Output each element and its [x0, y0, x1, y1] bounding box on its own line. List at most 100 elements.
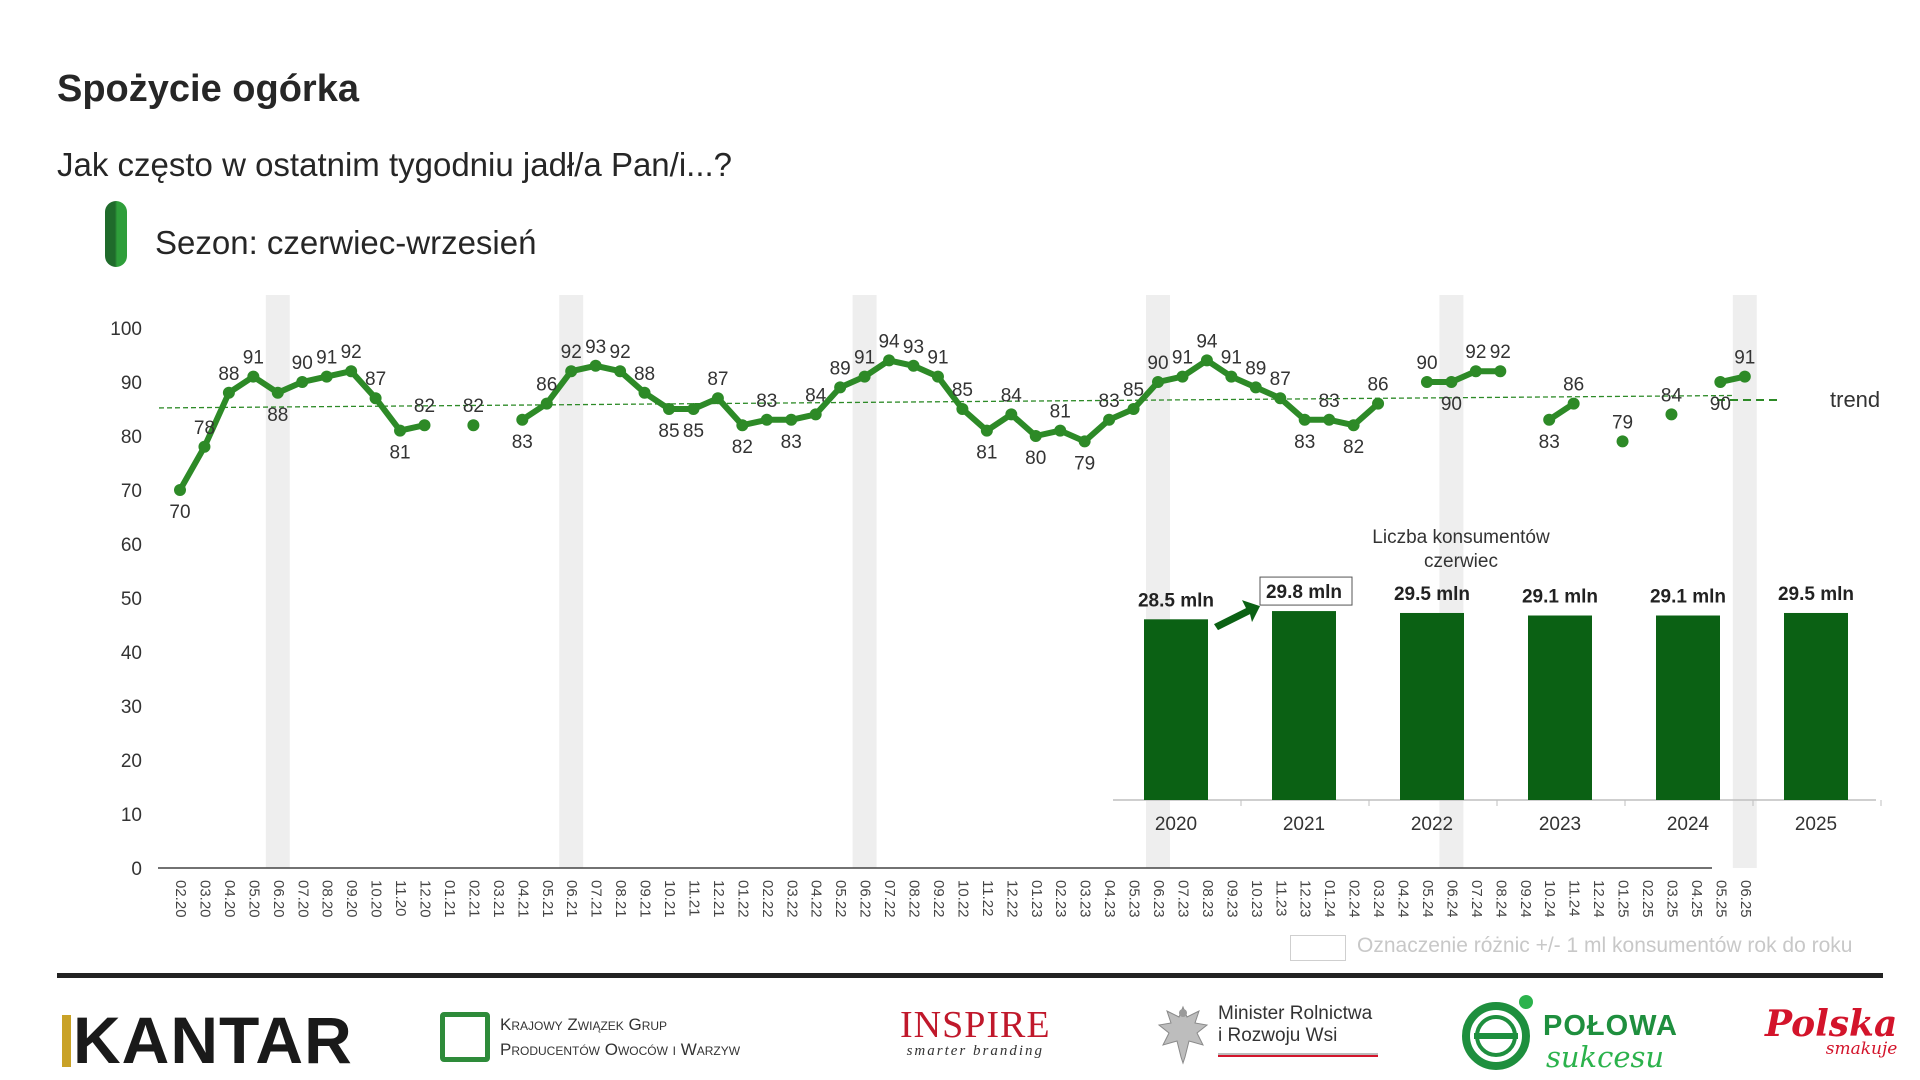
series-line-segment	[1423, 368, 1504, 385]
x-tick-label: 05.23	[1126, 880, 1143, 918]
x-tick-label: 03.21	[490, 880, 507, 918]
bar-2022	[1400, 612, 1464, 800]
consumers-bar-chart: Liczba konsumentów czerwiec 28.5 mln 2020 29…	[1113, 527, 1882, 835]
data-label: 80	[1025, 448, 1046, 469]
season-shading-06-20	[265, 295, 290, 868]
series-point	[1200, 354, 1213, 367]
series-point	[271, 386, 284, 399]
line-chart-axes: 0 10 20 30 40 50 60 70 80 90 100 02.20 03.20 04.20 05.…	[110, 319, 1754, 918]
bar-value-label: 29.1 mln	[1522, 587, 1598, 608]
polowa-sukcesu-logo: POŁOWA sukcesu	[1460, 992, 1690, 1074]
x-tick-label: 12.23	[1297, 880, 1314, 918]
data-label: 82	[414, 396, 435, 417]
legend-text: Oznaczenie różnic +/- 1 ml konsumentów r…	[1357, 934, 1853, 957]
trend-line	[158, 394, 1735, 409]
season-marker-icon	[105, 201, 127, 267]
series-point	[711, 392, 724, 405]
data-label: 83	[1539, 432, 1560, 453]
x-tick-label: 08.22	[906, 880, 923, 918]
data-label: 91	[1172, 348, 1193, 369]
y-tick-label: 20	[121, 751, 142, 772]
data-label: 92	[1465, 342, 1486, 363]
y-tick-label: 100	[110, 319, 142, 340]
season-label: Sezon: czerwiec-wrzesień	[155, 224, 537, 261]
x-tick-label: 06.22	[857, 880, 874, 918]
series-point	[1152, 376, 1164, 388]
x-tick-label: 03.24	[1370, 880, 1387, 918]
plate-icon	[1462, 995, 1533, 1070]
x-tick-label: 11.21	[685, 880, 702, 916]
data-label: 79	[1074, 453, 1095, 474]
y-tick-label: 40	[121, 643, 142, 664]
x-tick-label: 05.24	[1419, 880, 1436, 918]
line-series	[174, 354, 1751, 496]
data-label: 92	[1490, 342, 1511, 363]
series-point	[907, 359, 920, 372]
series-point	[1103, 413, 1116, 426]
increase-arrow-icon	[1214, 600, 1260, 631]
bar-value-label: 29.8 mln	[1266, 582, 1342, 603]
page-title: Spożycie ogórka	[57, 68, 359, 110]
x-tick-label: 01.25	[1615, 880, 1632, 918]
x-tick-label: 10.23	[1248, 880, 1265, 918]
x-tick-label: 12.22	[1003, 880, 1020, 918]
x-tick-label: 02.20	[172, 880, 189, 918]
x-tick-label: 04.21	[514, 880, 531, 918]
data-label: 84	[1661, 385, 1683, 406]
x-tick-label: 04.24	[1395, 880, 1412, 918]
kzgpow-mark-icon	[440, 1012, 490, 1062]
series-point	[467, 419, 480, 432]
series-point	[1347, 419, 1360, 432]
data-label: 70	[169, 502, 190, 523]
series-point	[1078, 435, 1091, 448]
x-tick-label: 10.20	[368, 880, 385, 918]
series-point	[1127, 403, 1140, 415]
data-label: 87	[365, 369, 386, 390]
x-tick-label: 06.20	[270, 880, 287, 918]
x-tick-label: 09.20	[343, 880, 360, 918]
bar-chart-title-line1: Liczba konsumentów	[1372, 527, 1550, 548]
data-label: 92	[561, 342, 582, 363]
series-point	[1323, 413, 1336, 426]
data-label: 81	[1050, 402, 1071, 423]
bar-value-label: 29.1 mln	[1650, 587, 1726, 608]
legend-swatch	[1290, 935, 1346, 961]
x-tick-label: 07.20	[294, 880, 311, 918]
series-point	[198, 440, 211, 453]
series-point	[785, 413, 798, 426]
x-tick-label: 08.21	[612, 880, 629, 918]
x-tick-label: 02.23	[1052, 880, 1069, 918]
season-shading-06-22	[852, 295, 877, 868]
x-tick-label: 08.20	[319, 880, 336, 918]
footer-divider	[57, 973, 1883, 978]
data-label: 83	[512, 432, 533, 453]
minister-logo-line1: Minister Rolnictwa	[1218, 1003, 1373, 1024]
bar-category-label: 2025	[1795, 814, 1837, 835]
series-point	[222, 386, 235, 399]
x-tick-label: 06.24	[1443, 880, 1460, 918]
series-point	[516, 413, 529, 426]
series-point	[1029, 430, 1042, 442]
data-label: 91	[243, 348, 264, 369]
x-tick-label: 12.21	[710, 880, 727, 918]
polowa-logo-line1: POŁOWA	[1543, 1010, 1678, 1042]
x-tick-label: 01.22	[734, 880, 751, 918]
data-label: 78	[194, 418, 215, 439]
data-label: 88	[267, 405, 288, 426]
page-subtitle: Jak często w ostatnim tygodniu jadł/a Pa…	[57, 146, 733, 183]
bar-2021	[1272, 611, 1336, 800]
x-tick-label: 07.23	[1174, 880, 1191, 918]
data-label: 88	[218, 364, 239, 385]
x-tick-label: 08.24	[1492, 880, 1509, 918]
bar-category-label: 2020	[1155, 814, 1197, 835]
x-tick-label: 09.24	[1517, 880, 1534, 918]
series-point	[418, 419, 431, 432]
series-point	[931, 370, 944, 383]
x-tick-label: 10.22	[954, 880, 971, 918]
x-tick-label: 11.22	[979, 880, 996, 916]
series-point	[956, 403, 969, 415]
x-tick-label: 03.25	[1663, 880, 1680, 918]
series-point	[1494, 365, 1507, 378]
data-label: 82	[463, 396, 484, 417]
